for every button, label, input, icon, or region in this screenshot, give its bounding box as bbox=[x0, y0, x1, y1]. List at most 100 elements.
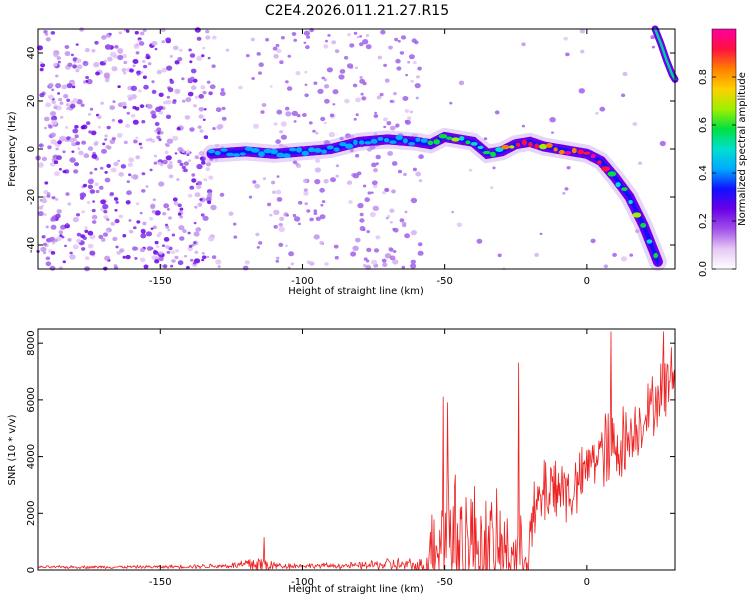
noise-point bbox=[578, 88, 585, 94]
noise-point bbox=[280, 121, 287, 127]
noise-point bbox=[45, 225, 49, 229]
noise-point bbox=[76, 213, 80, 217]
noise-point bbox=[205, 35, 211, 40]
noise-point bbox=[621, 93, 626, 98]
noise-point bbox=[248, 195, 253, 199]
noise-point bbox=[43, 213, 47, 217]
noise-point bbox=[201, 252, 205, 255]
noise-point bbox=[312, 129, 316, 133]
ridge-point bbox=[402, 138, 408, 144]
noise-point bbox=[313, 209, 318, 213]
noise-point bbox=[199, 129, 204, 133]
noise-point bbox=[66, 83, 73, 89]
snr-series-line bbox=[37, 331, 676, 571]
noise-point bbox=[45, 37, 51, 42]
noise-point bbox=[74, 134, 79, 139]
spectrogram-x-ticks: -150 -100 -50 0 bbox=[149, 29, 590, 287]
noise-point bbox=[244, 260, 250, 265]
noise-point bbox=[37, 211, 44, 217]
ridge-point bbox=[515, 142, 521, 147]
noise-point bbox=[185, 150, 191, 154]
noise-point bbox=[400, 35, 407, 40]
noise-point bbox=[67, 202, 72, 206]
noise-point bbox=[288, 251, 294, 257]
noise-point bbox=[196, 36, 202, 41]
noise-point bbox=[117, 159, 121, 163]
noise-point bbox=[176, 178, 180, 181]
noise-point bbox=[128, 157, 135, 163]
noise-point bbox=[291, 32, 297, 36]
noise-point bbox=[205, 162, 211, 167]
noise-point bbox=[106, 218, 110, 221]
noise-point bbox=[221, 116, 227, 121]
noise-point bbox=[146, 56, 150, 59]
noise-point bbox=[293, 216, 301, 222]
noise-point bbox=[91, 214, 98, 220]
noise-point bbox=[225, 48, 230, 52]
ridge-point bbox=[377, 136, 384, 141]
noise-point bbox=[174, 60, 180, 65]
noise-point bbox=[151, 255, 157, 260]
noise-point bbox=[216, 125, 223, 130]
noise-point bbox=[179, 236, 185, 241]
noise-point bbox=[139, 211, 143, 215]
noise-point bbox=[94, 182, 99, 186]
noise-point bbox=[345, 133, 351, 139]
noise-point bbox=[167, 228, 171, 232]
noise-point bbox=[595, 112, 599, 115]
noise-point bbox=[521, 42, 526, 47]
noise-point bbox=[65, 103, 70, 107]
noise-point bbox=[183, 168, 188, 173]
noise-point bbox=[252, 180, 257, 184]
noise-point bbox=[256, 246, 260, 249]
noise-point bbox=[284, 244, 289, 248]
colorbar: 0.0 0.2 0.4 0.6 0.8 Normalized spectral ampl… bbox=[698, 28, 748, 277]
noise-point bbox=[409, 110, 413, 114]
noise-point bbox=[275, 43, 280, 48]
noise-point bbox=[56, 209, 62, 214]
upper-branch-core bbox=[653, 27, 677, 81]
noise-point bbox=[162, 212, 167, 216]
noise-point bbox=[360, 92, 364, 96]
noise-point bbox=[638, 161, 643, 165]
noise-point bbox=[51, 88, 55, 92]
noise-point bbox=[278, 242, 284, 247]
noise-point bbox=[349, 148, 354, 153]
noise-point bbox=[56, 56, 61, 60]
noise-point bbox=[165, 143, 170, 148]
noise-point bbox=[117, 85, 121, 89]
noise-point bbox=[262, 177, 267, 181]
noise-point bbox=[89, 107, 94, 111]
noise-point bbox=[158, 256, 164, 262]
noise-point bbox=[145, 231, 153, 237]
spectrogram-points bbox=[35, 27, 666, 272]
noise-point bbox=[143, 84, 149, 90]
noise-point bbox=[166, 208, 170, 211]
noise-point bbox=[149, 247, 153, 250]
noise-point bbox=[177, 57, 183, 62]
noise-point bbox=[565, 52, 570, 57]
noise-point bbox=[114, 44, 119, 49]
noise-point bbox=[151, 80, 155, 84]
snr-frame bbox=[37, 328, 676, 571]
noise-point bbox=[150, 227, 154, 230]
noise-point bbox=[89, 189, 96, 194]
noise-point bbox=[210, 204, 217, 211]
ridge-point bbox=[276, 152, 285, 158]
noise-point bbox=[95, 71, 100, 76]
noise-point bbox=[58, 136, 66, 142]
ridge-point bbox=[263, 148, 273, 154]
noise-point bbox=[293, 38, 298, 42]
ridge-point bbox=[646, 239, 653, 244]
ridge-point bbox=[490, 151, 496, 157]
noise-point bbox=[320, 116, 326, 122]
y-tick-label: 0 bbox=[26, 146, 37, 152]
noise-point bbox=[325, 39, 328, 43]
noise-point bbox=[139, 146, 143, 149]
ridge-point bbox=[632, 212, 642, 218]
snr-x-ticks: -150 -100 -50 0 bbox=[149, 329, 590, 588]
noise-point bbox=[207, 200, 212, 205]
noise-point bbox=[156, 69, 162, 75]
noise-point bbox=[135, 202, 140, 206]
ridge-point bbox=[364, 141, 372, 145]
